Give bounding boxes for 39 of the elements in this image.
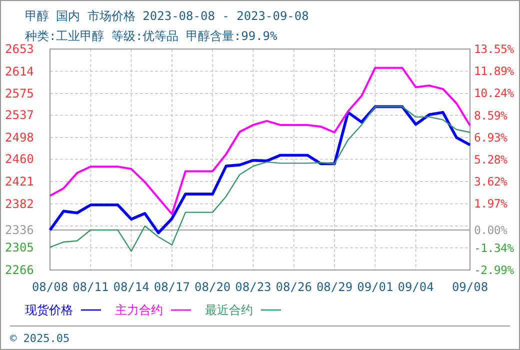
- y2-tick-label: 10.24%: [474, 86, 514, 100]
- y-tick-label: 2266: [5, 263, 34, 277]
- y-tick-label: 2421: [5, 174, 34, 188]
- x-tick-label: 08/29: [316, 280, 353, 294]
- y-tick-label: 2575: [5, 86, 34, 101]
- legend-label: 主力合约: [115, 303, 163, 317]
- y-tick-label: 2336: [5, 223, 34, 238]
- y2-tick-label: 6.93%: [474, 130, 508, 144]
- y2-tick-label: -1.34%: [474, 240, 514, 255]
- x-tick-label: 08/20: [194, 280, 231, 294]
- y2-tick-label: 0.00%: [474, 223, 508, 238]
- x-tick-label: 09/04: [398, 280, 434, 294]
- x-tick-label: 09/08: [452, 280, 488, 294]
- y-tick-label: 2614: [5, 64, 34, 78]
- legend-label: 最近合约: [205, 303, 253, 317]
- chart-title: 甲醇 国内 市场价格 2023-08-08 - 2023-09-08: [25, 9, 309, 23]
- y-tick-label: 2305: [5, 240, 34, 255]
- x-tick-label: 08/17: [154, 280, 190, 294]
- chart-subtitle: 种类:工业甲醇 等级:优等品 甲醇含量:99.9%: [25, 29, 278, 43]
- x-tick-label: 08/08: [32, 280, 68, 294]
- y2-tick-label: 3.62%: [474, 174, 508, 189]
- y2-tick-label: 8.59%: [474, 108, 508, 122]
- y2-tick-label: 13.55%: [474, 42, 514, 56]
- y2-tick-label: 5.28%: [474, 152, 508, 166]
- y-tick-label: 2382: [5, 196, 34, 211]
- x-tick-label: 08/14: [113, 280, 150, 294]
- legend-label: 现货价格: [25, 303, 73, 317]
- x-tick-label: 08/26: [276, 280, 312, 294]
- x-tick-label: 08/11: [72, 280, 109, 294]
- y-tick-label: 2498: [5, 130, 34, 145]
- text: © 2025.05: [10, 332, 70, 345]
- y-tick-label: 2537: [5, 108, 34, 122]
- x-tick-label: 09/01: [357, 280, 394, 294]
- y-tick-label: 2460: [5, 152, 34, 166]
- y2-tick-label: 1.97%: [474, 196, 508, 211]
- y-tick-label: 2653: [5, 42, 34, 56]
- x-tick-label: 08/23: [235, 280, 272, 294]
- y2-tick-label: -2.99%: [474, 263, 514, 277]
- y2-tick-label: 11.89%: [474, 64, 514, 78]
